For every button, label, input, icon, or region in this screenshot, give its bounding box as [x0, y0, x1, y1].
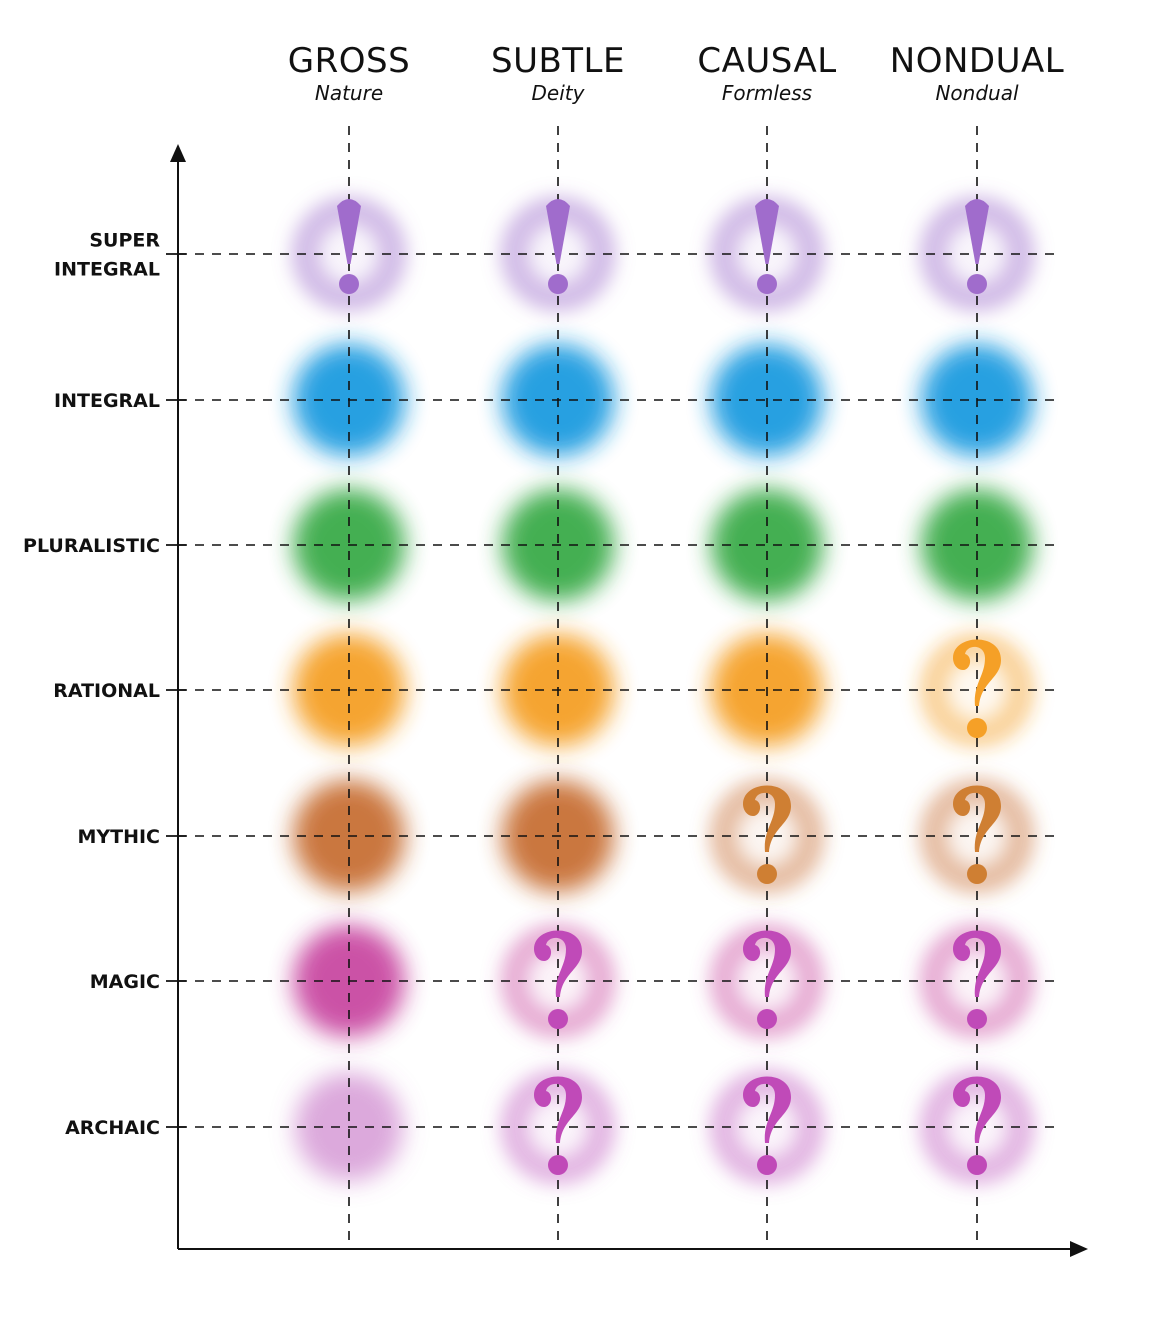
column-subtitle: Nature [315, 81, 383, 105]
row-label: SUPER [89, 230, 160, 252]
question-mark-icon [534, 930, 582, 1029]
column-title: CAUSAL [697, 41, 836, 81]
exclamation-icon [965, 199, 989, 294]
question-mark-icon [953, 639, 1001, 738]
row-label: PLURALISTIC [23, 535, 160, 557]
row-label: RATIONAL [53, 680, 160, 702]
y-axis-arrow-icon [170, 144, 186, 162]
axes-layer [170, 144, 1088, 1257]
exclamation-icon [337, 199, 361, 294]
column-title: GROSS [288, 41, 410, 81]
column-subtitle: Formless [722, 81, 812, 105]
question-mark-icon [953, 1076, 1001, 1175]
column-title: NONDUAL [890, 41, 1064, 81]
exclamation-icon [755, 199, 779, 294]
row-label: INTEGRAL [54, 390, 160, 412]
level-blob [711, 489, 823, 601]
row-label: INTEGRAL [54, 259, 160, 281]
grid-layer [166, 126, 1062, 1244]
question-mark-icon [743, 785, 791, 884]
symbols-layer [337, 199, 1001, 1175]
column-title: SUBTLE [491, 41, 625, 81]
column-subtitle: Deity [532, 81, 586, 105]
row-label: MAGIC [90, 971, 160, 993]
question-mark-icon [743, 1076, 791, 1175]
row-label: MYTHIC [77, 826, 160, 848]
column-subtitle: Nondual [935, 81, 1019, 105]
row-label: ARCHAIC [65, 1117, 160, 1139]
question-mark-icon [743, 930, 791, 1029]
exclamation-icon [546, 199, 570, 294]
question-mark-icon [953, 785, 1001, 884]
question-mark-icon [953, 930, 1001, 1029]
x-axis-arrow-icon [1070, 1241, 1088, 1257]
question-mark-icon [534, 1076, 582, 1175]
